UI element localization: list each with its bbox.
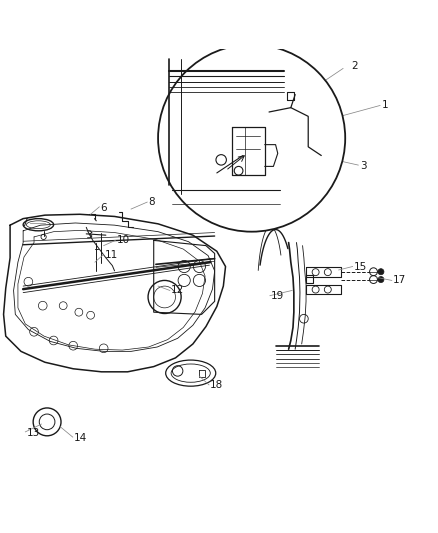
Circle shape: [158, 45, 345, 232]
Text: 13: 13: [27, 428, 40, 438]
Text: 1: 1: [382, 100, 389, 110]
Text: 7: 7: [21, 218, 28, 228]
Text: 10: 10: [117, 236, 130, 245]
Text: 12: 12: [171, 286, 184, 295]
Text: 18: 18: [210, 380, 223, 390]
Text: 8: 8: [148, 197, 155, 207]
Text: 3: 3: [360, 161, 367, 172]
Text: 17: 17: [393, 276, 406, 286]
Text: 15: 15: [354, 262, 367, 271]
Text: 5: 5: [201, 201, 207, 212]
Circle shape: [378, 269, 384, 275]
Circle shape: [378, 277, 384, 282]
Text: 2: 2: [352, 61, 358, 71]
Text: 6: 6: [101, 203, 107, 213]
Text: 11: 11: [105, 250, 118, 260]
Text: 14: 14: [74, 433, 87, 443]
Text: 19: 19: [271, 290, 284, 301]
